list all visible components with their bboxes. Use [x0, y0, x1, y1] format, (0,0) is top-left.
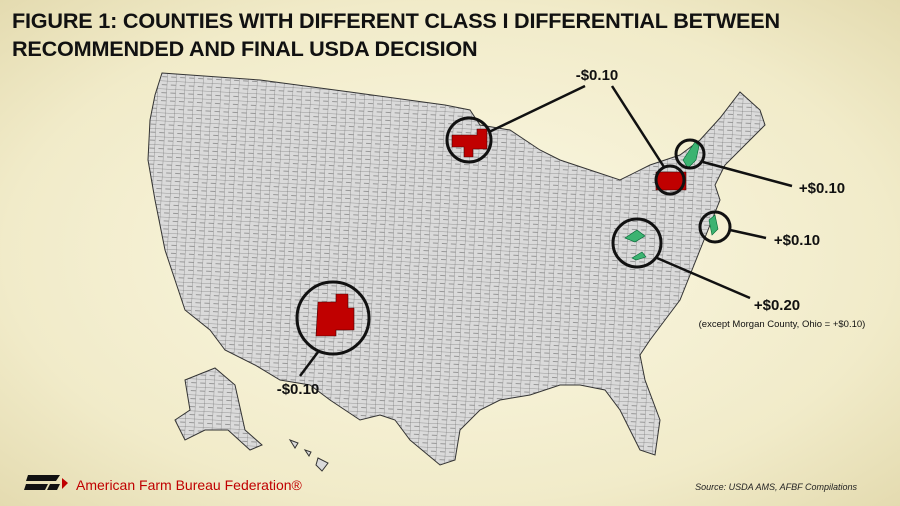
- leader-line: [729, 228, 767, 240]
- organization: American Farm Bureau Federation®: [76, 477, 303, 493]
- annotation-note: (except Morgan County, Ohio = +$0.10): [699, 319, 866, 330]
- callout-circle: [698, 210, 732, 244]
- callout-circle: [611, 217, 663, 269]
- leader-line: [656, 256, 751, 300]
- logo: [24, 475, 68, 490]
- callout-circle: [674, 138, 706, 170]
- title-line: FIGURE 1: COUNTIES WITH DIFFERENT CLASS …: [12, 10, 780, 33]
- annotation-label: -$0.10: [277, 381, 320, 398]
- alaska: [174, 367, 263, 451]
- hawaii: [288, 439, 329, 472]
- red-region: [451, 128, 488, 158]
- leader-line: [299, 351, 319, 377]
- annotation-label: +$0.20: [754, 297, 800, 314]
- leader-line: [610, 85, 666, 168]
- callout-circle: [445, 116, 493, 164]
- source: Source: USDA AMS, AFBF Compilations: [695, 482, 857, 492]
- title-line: RECOMMENDED AND FINAL USDA DECISION: [12, 38, 478, 61]
- callout-circle: [295, 280, 371, 356]
- callout-circle: [654, 164, 686, 196]
- annotation-label: +$0.10: [799, 180, 845, 197]
- leader-line: [488, 84, 586, 134]
- green-region: [708, 214, 719, 236]
- red-region: [315, 293, 355, 337]
- annotation-label: -$0.10: [576, 67, 619, 84]
- leader-line: [702, 160, 793, 188]
- green-region: [624, 229, 647, 261]
- us-map: [147, 72, 766, 466]
- annotation-label: +$0.10: [774, 232, 820, 249]
